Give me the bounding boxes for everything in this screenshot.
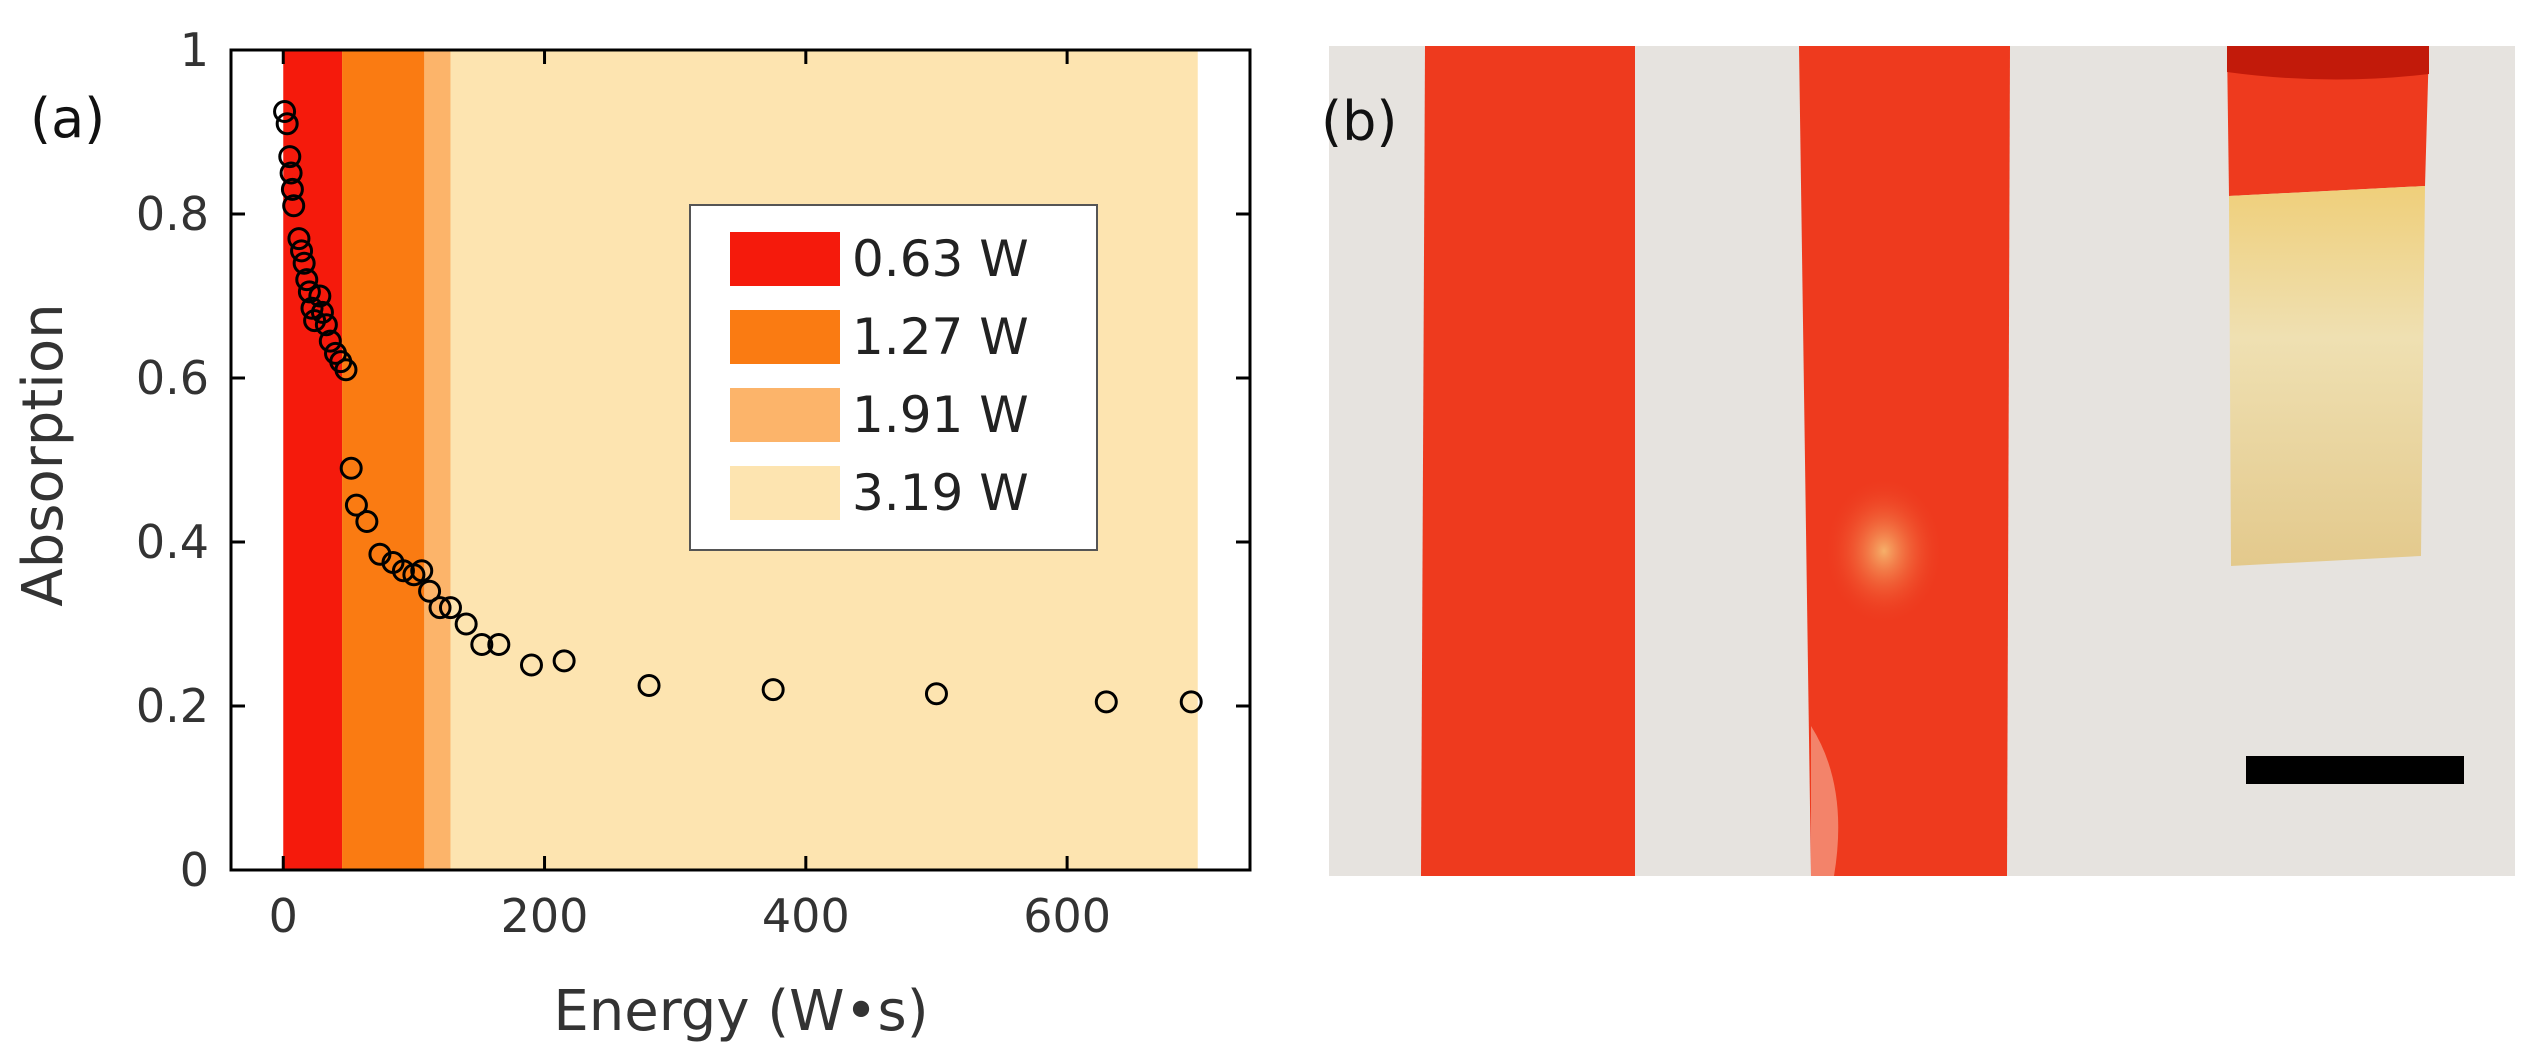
data-point-31 [454,612,478,636]
data-point-20 [339,456,363,480]
data-points [273,100,1203,714]
data-point-30 [438,596,462,620]
data-point-13 [308,284,332,308]
absorption-chart: 0 200 400 600 0 0.2 0.4 0.6 0.8 1 Energy (W•s) A… [11,23,1252,1044]
data-point-12 [303,309,327,333]
legend-label-0: 0.63 W [852,230,1029,288]
legend-label-1: 1.27 W [852,308,1029,366]
y-tick-label-0: 0 [180,843,209,897]
data-point-14 [310,300,334,324]
y-tick-label-2: 0.4 [136,515,209,569]
data-point-19 [334,358,358,382]
x-tick-label-3: 600 [1023,889,1111,943]
x-tick-label-1: 200 [501,889,589,943]
data-point-0 [273,100,297,123]
panel-label-b: (b) [1321,90,1398,153]
legend-swatch-3 [730,466,840,520]
data-point-35 [552,649,576,673]
data-point-39 [1094,690,1118,714]
data-point-37 [761,678,785,702]
strip-right-red-top [2227,46,2429,196]
data-point-16 [318,329,342,353]
data-point-2 [278,145,302,169]
y-tick-label-5: 1 [180,23,209,77]
data-point-38 [924,682,948,706]
legend-swatch-1 [730,310,840,364]
strip-middle [1799,46,2010,876]
data-point-28 [418,579,442,603]
x-tick-label-0: 0 [269,889,298,943]
y-tick-label-4: 0.8 [136,187,209,241]
data-point-27 [410,559,434,583]
region-0 [283,50,343,870]
data-point-6 [287,227,311,251]
plot-frame [229,48,1252,872]
legend: 0.63 W 1.27 W 1.91 W 3.19 W [689,204,1098,551]
data-point-10 [297,280,321,304]
strip-middle-wet-edge [1811,726,1839,876]
data-point-22 [355,510,379,533]
data-point-21 [344,493,368,517]
data-point-32 [470,633,494,656]
x-axis-ticks: 0 200 400 600 [269,50,1111,943]
legend-swatch-0 [730,232,840,286]
strip-left [1421,46,1635,876]
data-point-36 [637,674,661,697]
region-2 [424,50,451,870]
legend-label-3: 3.19 W [852,464,1029,522]
data-point-3 [279,161,303,185]
data-point-34 [519,653,543,677]
data-point-33 [487,633,511,656]
data-point-25 [391,559,415,583]
strip-right-bleached [2229,186,2425,566]
x-axis-label: Energy (W•s) [553,979,928,1044]
y-tick-label-3: 0.6 [136,351,209,405]
legend-label-2: 1.91 W [852,386,1029,444]
data-point-7 [290,239,314,263]
bleached-spot [1824,476,1944,626]
x-tick-label-2: 400 [762,889,850,943]
y-tick-label-1: 0.2 [136,679,209,733]
y-axis-label: Absorption [11,303,76,606]
y-axis-ticks: 0 0.2 0.4 0.6 0.8 1 [136,23,1250,897]
data-point-5 [282,194,306,218]
data-point-15 [314,313,338,337]
scale-bar [2246,756,2464,784]
photo-panel [1329,46,2515,876]
data-point-9 [295,268,319,292]
data-point-8 [292,251,316,275]
panel-label-a: (a) [30,87,105,150]
data-point-40 [1179,690,1203,714]
data-point-1 [275,112,299,136]
strip-right-top-edge [2227,46,2429,80]
data-point-11 [300,296,324,320]
data-point-4 [280,177,304,201]
legend-swatch-2 [730,388,840,442]
data-point-29 [428,596,452,620]
